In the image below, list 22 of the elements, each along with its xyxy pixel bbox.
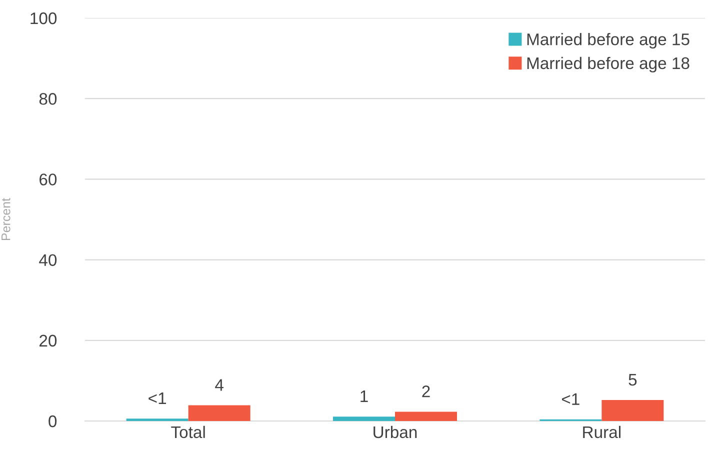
legend-label: Married before age 18 bbox=[527, 56, 690, 72]
y-axis-title: Percent bbox=[2, 198, 10, 240]
y-tick-label: 20 bbox=[40, 334, 57, 347]
x-tick-label: Rural bbox=[583, 426, 620, 438]
data-label: 1 bbox=[360, 390, 368, 402]
y-tick-label: 60 bbox=[40, 174, 57, 186]
bar bbox=[333, 416, 395, 421]
bar bbox=[188, 405, 250, 421]
legend-label: Married before age 15 bbox=[527, 33, 690, 49]
y-tick-label: 100 bbox=[30, 12, 57, 24]
bar bbox=[602, 400, 664, 421]
data-label: <1 bbox=[562, 393, 580, 405]
bar bbox=[395, 412, 457, 421]
data-label: 2 bbox=[422, 386, 430, 398]
data-label: 4 bbox=[215, 379, 224, 391]
data-label: 5 bbox=[628, 374, 637, 386]
y-tick-label: 40 bbox=[39, 254, 57, 266]
x-tick-label: Urban bbox=[374, 426, 417, 438]
y-tick-label: 80 bbox=[39, 93, 57, 105]
data-label: <1 bbox=[148, 392, 166, 404]
x-tick-label: Total bbox=[171, 426, 205, 438]
y-tick-label: 0 bbox=[48, 415, 57, 428]
